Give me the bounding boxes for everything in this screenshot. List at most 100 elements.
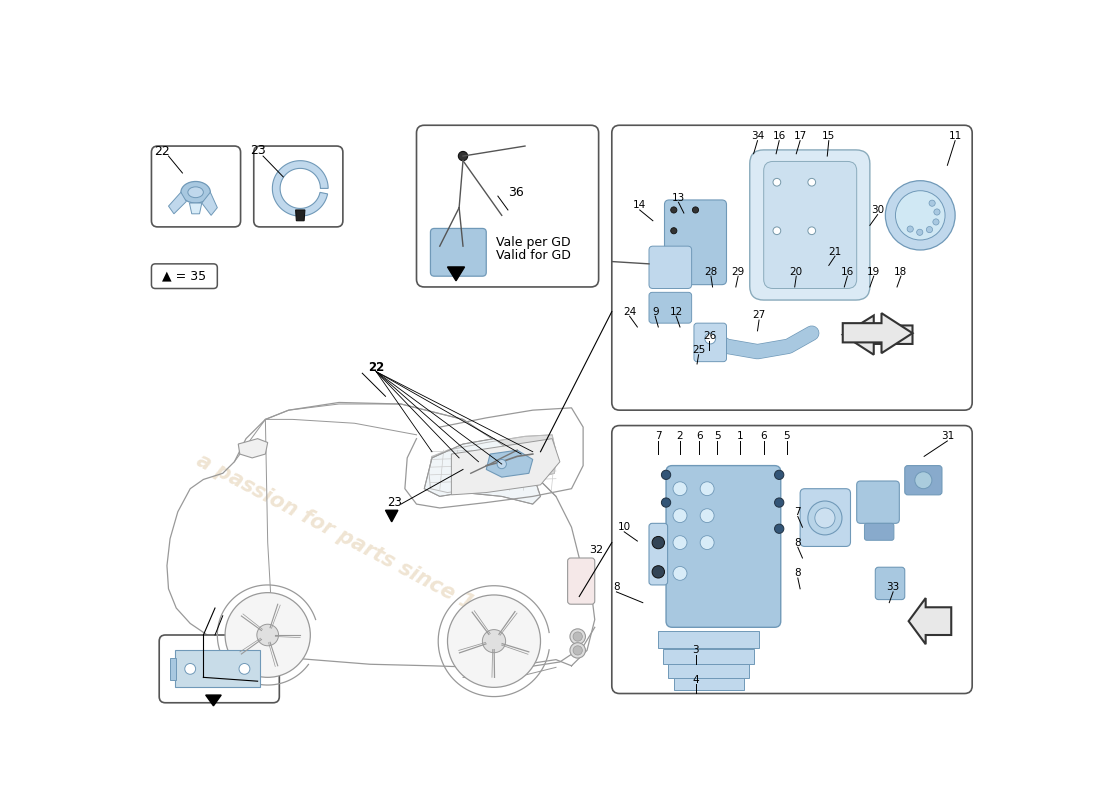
Polygon shape [486, 450, 532, 477]
Circle shape [886, 181, 955, 250]
FancyBboxPatch shape [152, 146, 241, 227]
Circle shape [652, 537, 664, 549]
Text: 12: 12 [670, 306, 683, 317]
Text: 2: 2 [676, 431, 683, 442]
Circle shape [930, 200, 935, 206]
FancyBboxPatch shape [667, 466, 781, 627]
Text: 5: 5 [714, 431, 720, 442]
Polygon shape [385, 510, 398, 522]
FancyBboxPatch shape [649, 246, 692, 289]
Polygon shape [429, 435, 556, 493]
Circle shape [673, 536, 688, 550]
Circle shape [483, 630, 506, 653]
Circle shape [459, 151, 468, 161]
Circle shape [815, 508, 835, 528]
Circle shape [652, 566, 664, 578]
Ellipse shape [180, 182, 210, 203]
Text: 1: 1 [737, 431, 744, 442]
Text: 13: 13 [672, 193, 685, 202]
Text: 11: 11 [948, 131, 961, 141]
Circle shape [700, 482, 714, 496]
Polygon shape [669, 664, 749, 678]
Text: 3: 3 [692, 646, 698, 655]
Polygon shape [663, 649, 755, 664]
Text: 32: 32 [590, 546, 604, 555]
Text: 9: 9 [652, 306, 659, 317]
Text: 10: 10 [617, 522, 630, 532]
Polygon shape [448, 267, 464, 281]
Text: 8: 8 [794, 538, 801, 547]
FancyBboxPatch shape [694, 323, 726, 362]
Polygon shape [189, 203, 201, 214]
FancyBboxPatch shape [649, 292, 692, 323]
FancyBboxPatch shape [417, 126, 598, 287]
Text: 22: 22 [368, 361, 384, 374]
Text: 18: 18 [894, 266, 908, 277]
Polygon shape [175, 650, 260, 687]
Circle shape [185, 663, 196, 674]
Circle shape [773, 227, 781, 234]
Circle shape [671, 228, 676, 234]
Polygon shape [170, 658, 176, 680]
Circle shape [916, 230, 923, 235]
Polygon shape [168, 192, 186, 214]
Circle shape [807, 178, 815, 186]
Text: 15: 15 [822, 131, 835, 141]
Text: 7: 7 [654, 431, 661, 442]
FancyBboxPatch shape [876, 567, 904, 599]
Text: 29: 29 [732, 266, 745, 277]
Circle shape [774, 524, 784, 534]
Text: 31: 31 [940, 431, 954, 442]
Circle shape [895, 190, 945, 240]
Text: 33: 33 [887, 582, 900, 592]
FancyBboxPatch shape [800, 489, 850, 546]
FancyBboxPatch shape [430, 229, 486, 276]
Text: 24: 24 [623, 306, 636, 317]
Text: 14: 14 [634, 200, 647, 210]
FancyBboxPatch shape [664, 200, 726, 285]
Text: 16: 16 [840, 266, 854, 277]
Text: 16: 16 [772, 131, 785, 141]
Circle shape [926, 226, 933, 233]
Circle shape [934, 209, 940, 215]
FancyBboxPatch shape [152, 264, 218, 289]
Polygon shape [425, 438, 540, 504]
Polygon shape [658, 631, 759, 648]
Text: 28: 28 [704, 266, 717, 277]
Circle shape [673, 482, 688, 496]
FancyBboxPatch shape [649, 523, 668, 585]
Text: 8: 8 [613, 582, 619, 592]
Polygon shape [239, 438, 267, 458]
Circle shape [570, 629, 585, 644]
Circle shape [573, 632, 582, 641]
Circle shape [774, 470, 784, 479]
Circle shape [573, 646, 582, 655]
Circle shape [671, 207, 676, 213]
Text: 7: 7 [794, 507, 801, 517]
Circle shape [497, 459, 506, 469]
Circle shape [570, 642, 585, 658]
Circle shape [673, 566, 688, 580]
Text: 23: 23 [250, 144, 265, 157]
Circle shape [692, 207, 698, 213]
Text: 27: 27 [752, 310, 766, 321]
Text: 20: 20 [790, 266, 803, 277]
Circle shape [448, 595, 540, 687]
Polygon shape [674, 678, 744, 690]
Text: 19: 19 [867, 266, 880, 277]
Ellipse shape [188, 187, 204, 198]
Circle shape [705, 333, 716, 344]
Text: 25: 25 [692, 345, 705, 355]
FancyBboxPatch shape [160, 635, 279, 702]
Circle shape [807, 227, 815, 234]
Text: a passion for parts since 1998: a passion for parts since 1998 [194, 450, 516, 634]
Circle shape [661, 470, 671, 479]
Text: 17: 17 [793, 131, 806, 141]
Text: Vale per GD: Vale per GD [495, 236, 570, 249]
Circle shape [257, 624, 278, 646]
FancyBboxPatch shape [865, 523, 894, 540]
Text: 21: 21 [828, 246, 842, 257]
Circle shape [661, 498, 671, 507]
Circle shape [774, 498, 784, 507]
Polygon shape [451, 438, 560, 495]
